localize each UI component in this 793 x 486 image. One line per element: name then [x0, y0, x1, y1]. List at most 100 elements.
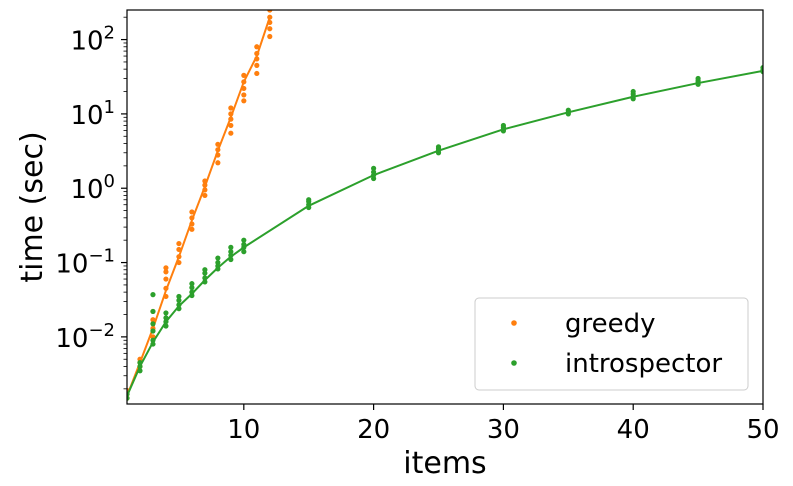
- data-point-greedy: [241, 79, 247, 85]
- data-point-introspector: [189, 289, 195, 295]
- plot-frame: [126, 9, 764, 405]
- y-tick-label: 10−1: [55, 246, 115, 280]
- data-point-greedy: [254, 44, 260, 50]
- axis-ticks: 10 20 30 40 50 10−2 10−1 100 101 102: [55, 16, 780, 445]
- data-point-greedy: [228, 111, 234, 117]
- data-point-introspector: [241, 249, 247, 255]
- data-point-introspector: [760, 64, 763, 71]
- data-point-greedy: [176, 259, 182, 266]
- x-axis-label: items: [403, 446, 486, 481]
- data-point-introspector: [150, 292, 156, 298]
- data-point-greedy: [163, 293, 169, 300]
- legend-label-introspector: introspector: [565, 349, 722, 379]
- y-tick-label: 10−2: [55, 320, 115, 354]
- data-point-greedy: [228, 130, 234, 136]
- data-point-introspector: [228, 256, 234, 263]
- legend-marker-greedy: [511, 320, 517, 326]
- data-point-introspector: [306, 197, 312, 203]
- data-point-introspector: [241, 241, 247, 248]
- x-tick-label: 40: [617, 415, 650, 445]
- data-point-greedy: [267, 10, 273, 13]
- data-point-greedy: [215, 160, 221, 166]
- data-point-greedy: [254, 70, 260, 77]
- data-point-introspector: [630, 88, 636, 95]
- data-point-greedy: [163, 269, 169, 275]
- data-point-introspector: [176, 293, 182, 300]
- y-axis-label: time (sec): [15, 131, 50, 282]
- data-point-greedy: [228, 116, 234, 122]
- data-point-greedy: [241, 92, 247, 98]
- legend-box: [474, 297, 749, 391]
- data-point-introspector: [163, 319, 169, 325]
- data-point-introspector: [228, 249, 234, 255]
- data-point-introspector: [176, 302, 182, 308]
- x-tick-label: 50: [746, 415, 779, 445]
- data-point-greedy: [228, 105, 234, 111]
- data-point-greedy: [202, 178, 208, 184]
- data-point-introspector: [371, 165, 377, 171]
- legend-marker-introspector: [511, 360, 517, 366]
- x-tick-label: 30: [487, 415, 520, 445]
- data-point-introspector: [435, 144, 442, 150]
- series-greedy: [127, 10, 273, 401]
- data-point-greedy: [267, 19, 273, 26]
- data-point-introspector: [228, 252, 234, 258]
- series-introspector: [127, 64, 763, 401]
- data-point-greedy: [241, 98, 247, 104]
- data-point-greedy: [189, 221, 195, 227]
- y-tick-label: 100: [70, 171, 115, 205]
- data-point-introspector: [150, 337, 156, 343]
- data-point-greedy: [215, 141, 221, 147]
- data-point-greedy: [202, 192, 208, 199]
- data-point-introspector: [228, 244, 234, 250]
- data-point-introspector: [163, 323, 169, 329]
- data-point-greedy: [215, 152, 221, 158]
- y-tick-label: 101: [70, 97, 115, 131]
- data-point-introspector: [137, 368, 143, 374]
- data-point-introspector: [176, 297, 182, 303]
- data-point-greedy: [189, 226, 195, 232]
- data-point-introspector: [176, 306, 182, 312]
- data-point-introspector: [150, 341, 156, 347]
- data-point-greedy: [176, 254, 182, 260]
- data-point-introspector: [163, 315, 169, 321]
- data-point-greedy: [254, 62, 260, 68]
- x-tick-label: 20: [357, 415, 390, 445]
- data-point-introspector: [163, 310, 169, 316]
- data-point-introspector: [150, 308, 156, 315]
- data-point-greedy: [241, 72, 247, 78]
- data-point-greedy: [163, 285, 169, 291]
- data-point-greedy: [176, 240, 182, 247]
- data-point-greedy: [163, 276, 169, 282]
- legend: greedy introspector: [474, 297, 749, 391]
- data-point-greedy: [254, 50, 260, 57]
- data-point-greedy: [228, 122, 234, 129]
- plot-area: [127, 10, 763, 401]
- data-point-greedy: [267, 33, 273, 40]
- data-point-introspector: [500, 122, 507, 129]
- data-point-greedy: [189, 215, 195, 221]
- data-point-greedy: [202, 187, 208, 193]
- data-point-introspector: [241, 237, 247, 243]
- data-point-introspector: [150, 321, 156, 327]
- data-point-greedy: [241, 85, 247, 92]
- x-tick-label: 10: [227, 415, 260, 445]
- data-point-introspector: [215, 255, 221, 261]
- data-point-greedy: [150, 317, 156, 323]
- data-point-introspector: [127, 395, 130, 401]
- data-point-introspector: [202, 279, 208, 285]
- data-point-introspector: [137, 360, 143, 366]
- data-point-introspector: [565, 107, 571, 113]
- data-point-introspector: [189, 281, 195, 287]
- data-point-introspector: [189, 285, 195, 291]
- data-point-greedy: [215, 147, 221, 153]
- data-point-greedy: [267, 14, 273, 20]
- data-point-introspector: [215, 259, 221, 266]
- data-point-greedy: [267, 26, 273, 32]
- data-point-greedy: [254, 56, 260, 62]
- legend-label-greedy: greedy: [565, 309, 656, 339]
- data-point-greedy: [202, 182, 208, 188]
- data-point-greedy: [163, 265, 169, 271]
- series-line-greedy: [127, 16, 271, 397]
